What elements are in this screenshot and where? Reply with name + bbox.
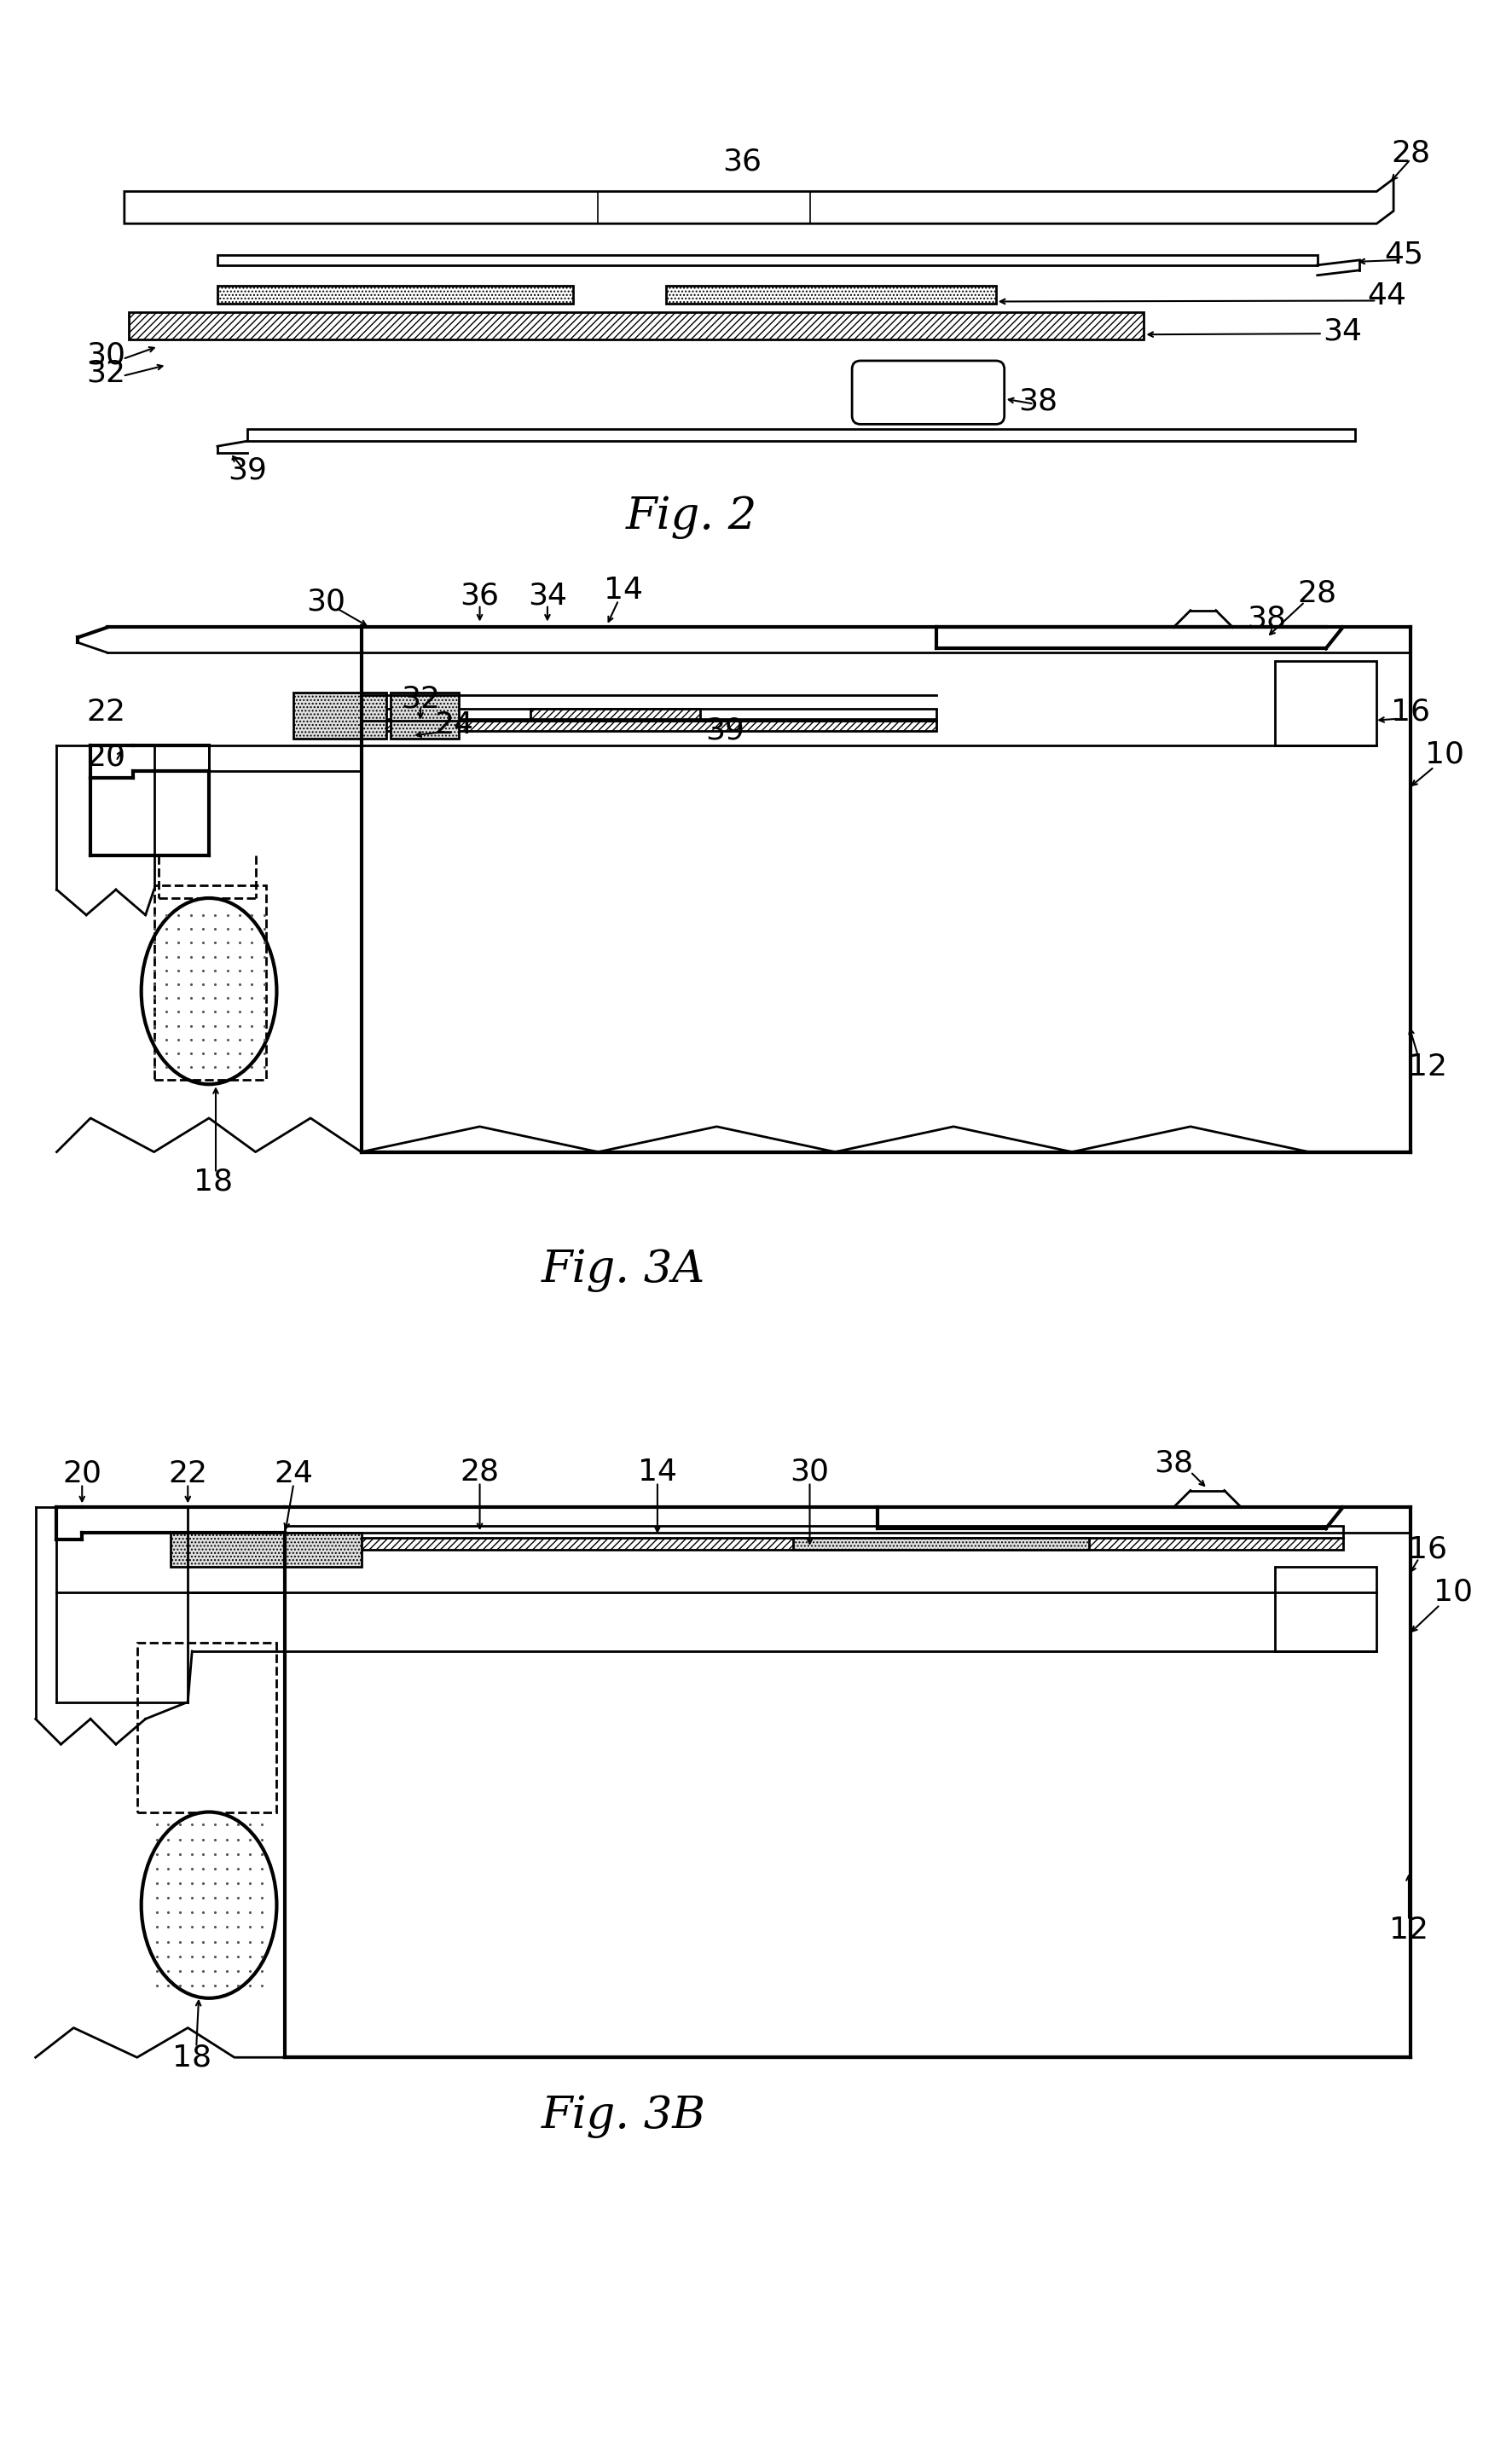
Bar [218,286,573,305]
Bar [361,708,936,718]
Text: 28: 28 [460,1457,499,1487]
Text: 30: 30 [305,588,345,618]
Text: 20: 20 [62,1460,101,1489]
Polygon shape [124,178,1394,225]
Text: 32: 32 [86,359,125,388]
Text: 36: 36 [723,146,762,176]
Text: Fig. 3B: Fig. 3B [541,2094,706,2138]
Bar [665,286,996,305]
Text: 44: 44 [1367,281,1406,310]
Text: 39: 39 [706,715,745,745]
Text: 14: 14 [638,1457,677,1487]
Bar [531,708,700,718]
Bar [286,1538,1343,1550]
Text: 24: 24 [274,1460,313,1489]
Text: 12: 12 [1408,1052,1447,1081]
Text: 34: 34 [1323,317,1362,347]
Text: 38: 38 [1247,605,1287,632]
Text: 38: 38 [1154,1450,1193,1477]
Text: 28: 28 [1297,579,1337,608]
Bar [246,430,1355,442]
Text: 28: 28 [1391,139,1430,168]
Bar [218,254,1317,266]
Text: 12: 12 [1390,1916,1429,1945]
FancyBboxPatch shape [853,361,1004,425]
Bar [1275,1567,1376,1650]
Text: 39: 39 [227,456,266,486]
Bar [154,886,266,1079]
Text: 34: 34 [528,581,567,610]
Bar [792,1538,1089,1550]
Ellipse shape [141,898,277,1084]
Text: 32: 32 [401,686,440,713]
Bar [286,1526,1343,1538]
Text: 30: 30 [86,339,125,369]
Text: Fig. 2: Fig. 2 [626,496,758,539]
Text: 24: 24 [435,710,473,740]
Bar [392,693,458,740]
Text: 16: 16 [1391,698,1430,727]
Bar [138,1643,277,1811]
Text: 10: 10 [1433,1577,1473,1606]
Text: 36: 36 [460,581,499,610]
Text: 14: 14 [603,576,643,605]
Text: 45: 45 [1383,242,1423,269]
Bar [171,1533,286,1567]
Text: 18: 18 [194,1167,233,1196]
Text: 38: 38 [1019,386,1058,415]
Ellipse shape [141,1811,277,1999]
Text: 18: 18 [172,2043,212,2072]
Text: Fig. 3A: Fig. 3A [541,1250,706,1291]
Text: 20: 20 [86,742,125,771]
Bar [361,720,936,730]
Text: 10: 10 [1424,740,1464,769]
Text: 30: 30 [791,1457,830,1487]
Text: 22: 22 [168,1460,207,1489]
Bar [1275,662,1376,747]
Text: 22: 22 [86,698,125,727]
Text: 16: 16 [1408,1535,1447,1565]
Bar [129,312,1145,339]
Bar [293,693,387,740]
Bar [286,1533,361,1567]
